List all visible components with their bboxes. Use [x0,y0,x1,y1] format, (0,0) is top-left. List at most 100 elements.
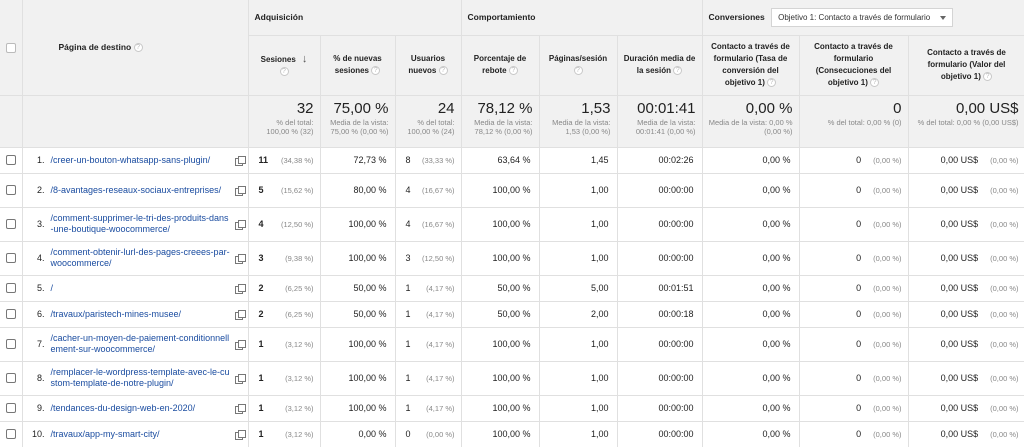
external-link-icon[interactable] [234,429,246,440]
sessions-value: 1 [258,429,264,439]
landing-page-link[interactable]: /cacher-un-moyen-de-paiement-conditionne… [50,333,230,354]
help-icon[interactable]: ? [508,66,518,76]
landing-page-link[interactable]: /comment-supprimer-le-tri-des-produits-d… [50,213,229,234]
row-checkbox[interactable] [5,253,16,264]
row-checkbox[interactable] [5,429,16,440]
landing-page-header[interactable]: Página de destino ? [22,0,249,96]
pages-per-session-cell: 1,00 [539,395,618,422]
conv-value-value: 0,00 US$ [940,219,979,229]
external-link-icon[interactable] [234,283,246,294]
row-index: 4. [36,253,45,263]
conv-completions-cell: 0 (0,00 %) [799,327,909,362]
bounce-rate-cell: 100,00 % [461,361,540,396]
sessions-cell: 5 (15,62 %) [248,173,321,208]
conv-value-header[interactable]: Contacto a través de formulario (Valor d… [908,35,1024,96]
external-link-icon[interactable] [234,309,246,320]
table-row: 8. /remplacer-le-wordpress-template-avec… [0,361,1024,396]
external-link-icon[interactable] [234,155,246,166]
bounce-rate-cell: 100,00 % [461,421,540,447]
row-checkbox[interactable] [5,219,16,230]
pages-per-session-cell: 1,00 [539,207,618,242]
new-users-value: 4 [405,185,411,195]
row-checkbox[interactable] [5,155,16,166]
row-checkbox[interactable] [5,283,16,294]
totals-label-cell [22,95,249,148]
row-checkbox[interactable] [5,403,16,414]
sessions-pct: (34,38 %) [280,155,314,165]
row-checkbox[interactable] [5,339,16,350]
external-link-icon[interactable] [234,185,246,196]
external-link-icon[interactable] [234,339,246,350]
sessions-pct: (3,12 %) [285,429,314,439]
help-icon[interactable]: ? [673,66,683,76]
external-link-icon[interactable] [234,219,246,230]
objective-selector[interactable]: Objetivo 1: Contacto a través de formula… [771,7,954,27]
landing-page-cell: 6. /travaux/paristech-mines-musee/ [22,301,249,328]
new-sessions-pct-cell: 50,00 % [320,301,396,328]
conv-completions-cell: 0 (0,00 %) [799,361,909,396]
new-users-pct: (16,67 %) [421,185,455,195]
help-icon[interactable]: ? [371,66,381,76]
bounce-rate-cell: 63,64 % [461,147,540,174]
avg-duration-header[interactable]: Duración media de la sesión ? [617,35,703,96]
sessions-value: 4 [258,219,264,229]
new-users-pct: (12,50 %) [421,253,455,263]
new-users-header[interactable]: Usuarios nuevos ? [395,35,462,96]
sessions-pct: (9,38 %) [285,253,314,263]
row-checkbox[interactable] [5,185,16,196]
landing-page-link[interactable]: /8-avantages-reseaux-sociaux-entreprises… [50,184,222,195]
conv-value-cell: 0,00 US$ (0,00 %) [908,361,1024,396]
row-select-cell [0,173,23,208]
external-link-icon[interactable] [234,373,246,384]
help-icon[interactable]: ? [983,72,993,82]
landing-page-link[interactable]: / [50,282,54,293]
landing-page-link[interactable]: /comment-obtenir-lurl-des-pages-creees-p… [50,247,230,268]
sessions-cell: 2 (6,25 %) [248,275,321,302]
help-icon[interactable]: ? [133,43,143,53]
new-sessions-pct-cell: 72,73 % [320,147,396,174]
new-users-pct: (4,17 %) [426,309,455,319]
conv-value-value: 0,00 US$ [940,403,979,413]
landing-page-link[interactable]: /remplacer-le-wordpress-template-avec-le… [50,367,230,388]
external-link-icon[interactable] [234,253,246,264]
help-icon[interactable]: ? [767,78,777,88]
pages-per-session-header[interactable]: Páginas/sesión ? [539,35,618,96]
landing-page-link[interactable]: /travaux/app-my-smart-city/ [50,428,160,439]
sessions-cell: 1 (3,12 %) [248,421,321,447]
landing-page-cell: 10. /travaux/app-my-smart-city/ [22,421,249,447]
sessions-cell: 1 (3,12 %) [248,327,321,362]
conv-value-value: 0,00 US$ [940,155,979,165]
total-new-sessions-pct: 75,00 % Media de la vista: 75,00 % (0,00 … [320,95,396,148]
new-sessions-pct-header[interactable]: % de nuevas sesiones ? [320,35,396,96]
landing-page-link[interactable]: /tendances-du-design-web-en-2020/ [50,402,196,413]
external-link-icon[interactable] [234,403,246,414]
new-users-pct: (4,17 %) [426,283,455,293]
landing-page-link[interactable]: /creer-un-bouton-whatsapp-sans-plugin/ [50,154,211,165]
bounce-rate-header[interactable]: Porcentaje de rebote ? [461,35,540,96]
row-select-cell [0,207,23,242]
help-icon[interactable]: ? [279,66,289,76]
conv-value-value: 0,00 US$ [940,339,979,349]
conv-completions-header[interactable]: Contacto a través de formulario (Consecu… [799,35,909,96]
row-checkbox[interactable] [5,373,16,384]
table-row: 5. / 2 (6,25 %) 50,00 % 1 (4,17 %) 50,00 %… [0,275,1024,302]
help-icon[interactable]: ? [870,78,880,88]
help-icon[interactable]: ? [573,66,583,76]
total-sub: Media de la vista: 00:01:41 (0,00 %) [635,117,696,136]
help-icon[interactable]: ? [438,66,448,76]
sessions-cell: 11 (34,38 %) [248,147,321,174]
conv-completions-cell: 0 (0,00 %) [799,147,909,174]
select-all-checkbox[interactable] [5,42,16,53]
conv-rate-header[interactable]: Contacto a través de formulario (Tasa de… [702,35,800,96]
total-sub: Media de la vista: 0,00 % (0,00 %) [708,117,793,136]
table-row: 7. /cacher-un-moyen-de-paiement-conditio… [0,327,1024,362]
conv-completions-value: 0 [856,155,862,165]
landing-page-link[interactable]: /travaux/paristech-mines-musee/ [50,308,182,319]
totals-blank-cell [0,95,23,148]
sessions-header[interactable]: Sesiones ↓ ? [248,35,321,96]
landing-page-cell: 8. /remplacer-le-wordpress-template-avec… [22,361,249,396]
sort-descending-icon[interactable]: ↓ [301,52,308,65]
row-checkbox[interactable] [5,309,16,320]
conv-value-cell: 0,00 US$ (0,00 %) [908,421,1024,447]
